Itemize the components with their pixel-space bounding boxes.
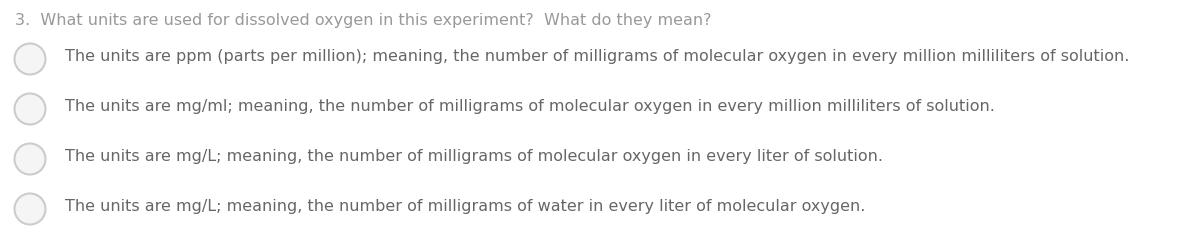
Text: 3.  What units are used for dissolved oxygen in this experiment?  What do they m: 3. What units are used for dissolved oxy… — [14, 13, 712, 28]
Text: The units are mg/L; meaning, the number of milligrams of molecular oxygen in eve: The units are mg/L; meaning, the number … — [65, 149, 883, 164]
Text: The units are mg/ml; meaning, the number of milligrams of molecular oxygen in ev: The units are mg/ml; meaning, the number… — [65, 99, 995, 114]
Text: The units are mg/L; meaning, the number of milligrams of water in every liter of: The units are mg/L; meaning, the number … — [65, 199, 865, 214]
Ellipse shape — [14, 144, 46, 175]
Ellipse shape — [14, 44, 46, 75]
Ellipse shape — [14, 194, 46, 224]
Ellipse shape — [14, 94, 46, 125]
Text: The units are ppm (parts per million); meaning, the number of milligrams of mole: The units are ppm (parts per million); m… — [65, 49, 1129, 64]
